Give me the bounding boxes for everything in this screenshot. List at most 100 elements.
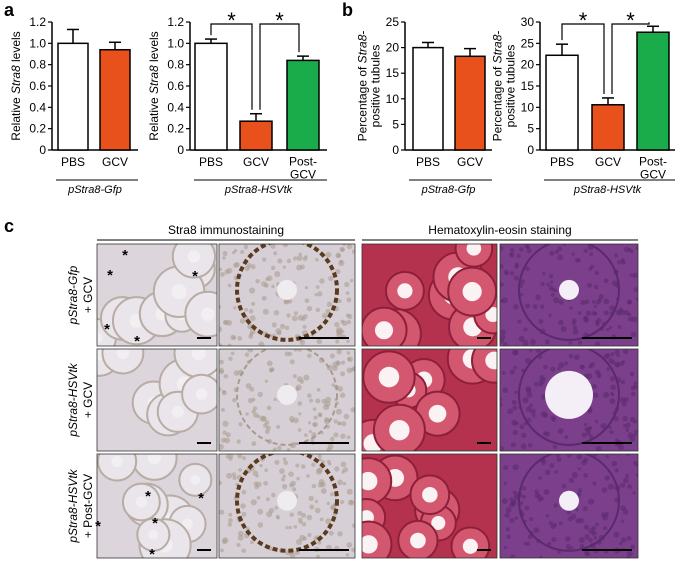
- cell: [312, 421, 318, 428]
- cell: [244, 308, 248, 312]
- cell: [247, 349, 254, 353]
- cell: [500, 329, 506, 335]
- tubule: [518, 454, 620, 552]
- cell: [529, 339, 536, 345]
- cell: [271, 284, 275, 289]
- y-tick-label: 1.2: [167, 15, 184, 29]
- cell: [521, 432, 527, 439]
- cell: [603, 298, 610, 305]
- cell: [233, 249, 238, 253]
- cell: [346, 297, 352, 303]
- cell: [297, 428, 302, 432]
- cell: [519, 292, 524, 297]
- cell: [522, 339, 529, 346]
- cell: [308, 398, 314, 403]
- cell: [340, 461, 347, 468]
- significance-bracket: [611, 22, 650, 94]
- cell: [303, 374, 310, 381]
- cell: [577, 492, 582, 497]
- cell: [289, 512, 295, 518]
- cell: [219, 367, 224, 373]
- cell: [506, 534, 511, 540]
- cell: [570, 513, 577, 520]
- cell: [272, 447, 277, 451]
- cell: [503, 269, 509, 275]
- cell: [346, 351, 351, 355]
- cell: [609, 305, 615, 311]
- lumen: [97, 332, 103, 344]
- cell: [347, 314, 353, 320]
- cell: [262, 308, 269, 315]
- cell: [629, 273, 633, 277]
- lumen: [148, 529, 159, 540]
- lumen: [201, 307, 215, 321]
- y-tick-label: 0.2: [167, 122, 184, 136]
- cell: [228, 518, 233, 523]
- cell: [340, 500, 345, 504]
- cell: [635, 473, 638, 477]
- cell: [620, 519, 625, 523]
- cell: [297, 510, 303, 516]
- tubule-marker: *: [134, 333, 140, 350]
- cell: [251, 441, 257, 447]
- cell: [222, 256, 226, 260]
- row-label: pStra8-HSVtk+ Post-GCV: [66, 468, 95, 543]
- cell: [524, 357, 532, 364]
- cell: [612, 280, 619, 287]
- cell: [627, 312, 632, 317]
- lumen: [428, 404, 447, 423]
- cell: [613, 416, 619, 422]
- cell: [592, 481, 597, 486]
- cell: [608, 326, 613, 330]
- cell: [584, 319, 588, 323]
- cell: [547, 541, 552, 546]
- cell: [316, 554, 320, 558]
- significance-label: *: [579, 8, 588, 33]
- cell: [630, 544, 636, 550]
- cell: [280, 477, 285, 482]
- bar: [454, 55, 486, 151]
- cell: [507, 408, 514, 415]
- cell: [615, 438, 619, 442]
- cell: [619, 541, 623, 546]
- cell: [221, 390, 227, 396]
- cell: [233, 306, 237, 310]
- cell: [236, 439, 241, 444]
- cell: [577, 311, 582, 315]
- cell: [521, 494, 526, 499]
- cell: [310, 438, 315, 443]
- cell: [257, 391, 263, 398]
- y-tick-label: 25: [521, 36, 535, 50]
- lumen: [135, 496, 147, 508]
- cell: [509, 517, 515, 523]
- cell: [271, 322, 277, 328]
- cell: [626, 535, 632, 541]
- cell: [540, 304, 545, 309]
- cell: [336, 361, 341, 366]
- cell: [527, 534, 533, 540]
- micrograph: [500, 454, 638, 558]
- cell: [505, 507, 512, 514]
- cell: [565, 536, 571, 542]
- cell: [288, 525, 292, 530]
- cell: [253, 412, 259, 418]
- cell: [503, 341, 508, 346]
- cell: [323, 403, 330, 411]
- cell: [326, 301, 333, 308]
- cell: [554, 470, 559, 474]
- cell: [262, 257, 267, 262]
- cell: [588, 538, 593, 543]
- cell: [258, 341, 265, 346]
- cell: [524, 505, 530, 511]
- cell: [237, 454, 243, 459]
- cell: [330, 505, 335, 510]
- cell: [577, 340, 583, 345]
- cell: [500, 299, 504, 303]
- cell: [284, 351, 290, 357]
- micrograph-frame: [218, 453, 356, 559]
- y-axis-label: Percentage of Stra8-positive tubules: [491, 31, 518, 142]
- micrograph-frame: [499, 243, 639, 347]
- cell: [286, 448, 291, 451]
- cell: [328, 530, 334, 536]
